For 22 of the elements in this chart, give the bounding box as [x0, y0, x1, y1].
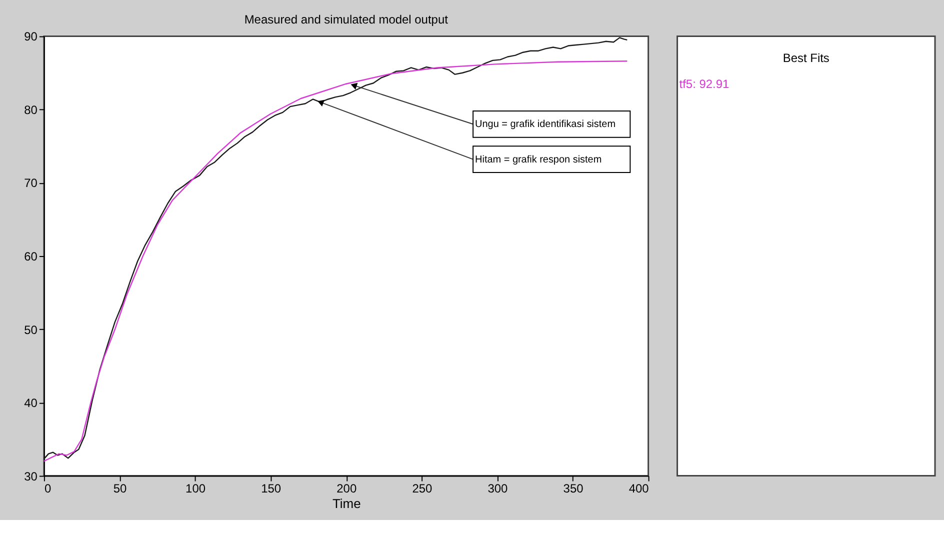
x-tick-label: 50	[113, 481, 127, 496]
y-tick-label: 80	[24, 102, 38, 117]
y-tick-label: 40	[24, 396, 38, 410]
x-tick-label: 400	[628, 481, 650, 496]
x-tick-label: 100	[186, 481, 206, 496]
y-tick-label: 60	[24, 250, 38, 264]
chart-title: Measured and simulated model output	[244, 12, 449, 26]
text: tf5: 92.91	[679, 77, 730, 92]
y-tick-label: 70	[24, 176, 38, 190]
y-tick-label: 30	[24, 469, 38, 484]
annotation: Hitam = grafik respon sistem	[475, 154, 602, 166]
x-tick-label: 250	[412, 481, 432, 496]
x-tick-label: 200	[336, 481, 357, 496]
x-tick-label: 0	[44, 481, 52, 496]
x-tick-label: 300	[488, 481, 508, 496]
legend-title: Best Fits	[782, 51, 830, 66]
x-axis-title: Time	[332, 496, 361, 512]
x-tick-label: 150	[261, 481, 282, 496]
x-tick-label: 350	[563, 481, 584, 496]
y-tick-label: 50	[24, 322, 38, 337]
y-tick-label: 90	[24, 30, 38, 44]
annotation: Ungu = grafik identifikasi sistem	[475, 119, 616, 130]
